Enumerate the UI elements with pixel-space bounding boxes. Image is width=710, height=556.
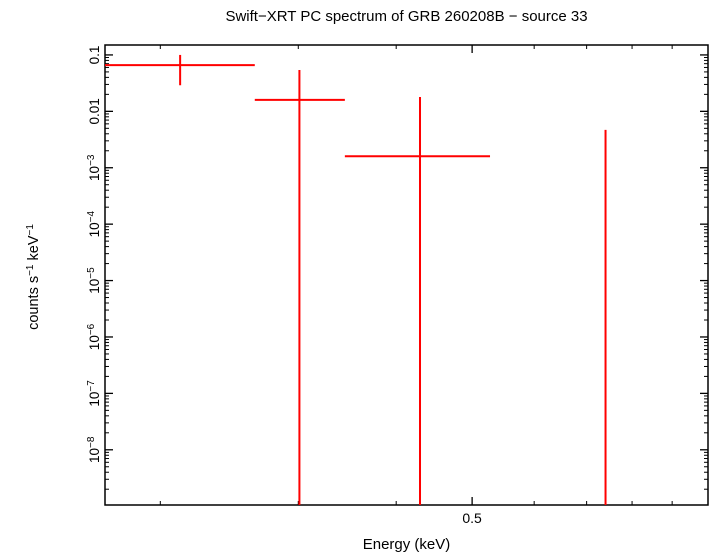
y-axis-ticks: 0.1 0.01 10−3 10−4 10−5 10−6 10−7 10−8 xyxy=(86,46,708,490)
x-axis-ticks: 0.5 xyxy=(159,45,709,526)
y-tick-label: 10−5 xyxy=(86,267,102,294)
chart-title: Swift−XRT PC spectrum of GRB 260208B − s… xyxy=(225,8,588,25)
x-tick-label: 0.5 xyxy=(462,510,482,526)
plot-frame xyxy=(104,44,709,506)
y-tick-label: 10−6 xyxy=(86,323,102,350)
y-tick-label: 0.01 xyxy=(87,98,102,124)
data-points xyxy=(105,54,607,505)
y-tick-label: 10−4 xyxy=(86,211,102,238)
y-tick-label: 0.1 xyxy=(87,46,102,65)
y-axis-label: counts s−1 keV−1 xyxy=(25,224,42,330)
y-tick-label: 10−7 xyxy=(86,380,102,407)
x-axis-label: Energy (keV) xyxy=(362,536,451,553)
y-tick-label: 10−8 xyxy=(86,436,102,463)
y-tick-label: 10−3 xyxy=(86,154,102,181)
